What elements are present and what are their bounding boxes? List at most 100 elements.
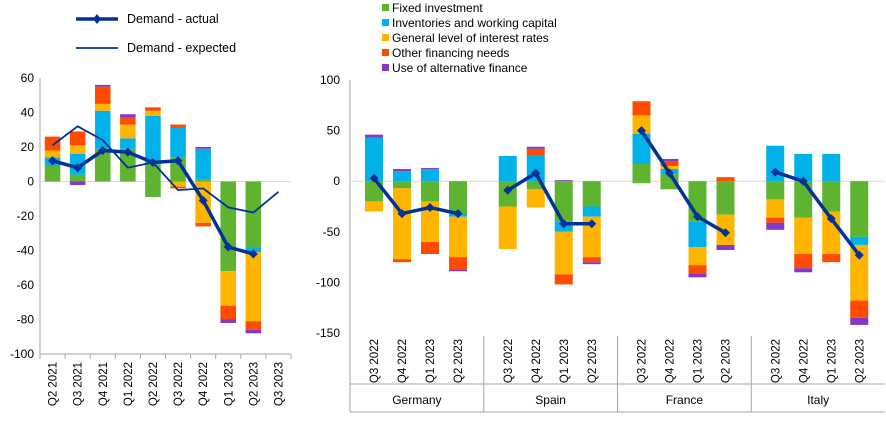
bar-segment xyxy=(688,221,707,247)
bar-segment xyxy=(632,163,651,182)
bar-segment xyxy=(195,179,211,182)
bar-segment xyxy=(766,222,785,230)
bar-segment xyxy=(94,103,111,111)
y-tick-label: -40 xyxy=(17,244,35,258)
bar-segment xyxy=(794,268,813,273)
bar-segment xyxy=(220,319,237,323)
bar-segment xyxy=(44,165,61,182)
y-tick-label: 60 xyxy=(21,71,35,85)
bar-segment xyxy=(365,134,383,138)
marker-demand-actual xyxy=(198,195,208,205)
x-tick-label: Q3 2022 xyxy=(369,339,381,383)
bar-segment xyxy=(145,110,161,116)
bar-segment xyxy=(120,114,136,118)
bar-segment xyxy=(44,136,61,151)
bar-segment xyxy=(170,124,186,129)
bar-segment xyxy=(120,117,136,125)
bar-segment xyxy=(393,259,411,263)
y-tick-label: -150 xyxy=(316,326,340,340)
bar-segment xyxy=(822,153,841,182)
x-tick-label: Q2 2023 xyxy=(587,339,599,383)
bar-segment xyxy=(245,252,262,322)
bar-segment xyxy=(660,181,679,190)
marker-demand-actual xyxy=(665,168,674,178)
bar-segment xyxy=(554,180,573,182)
bar-segment xyxy=(554,274,573,285)
y-tick-label: 0 xyxy=(27,175,34,189)
bar-segment xyxy=(170,157,186,182)
x-tick-label: Q3 2022 xyxy=(173,362,185,406)
right-legend: Fixed investment Inventories and working… xyxy=(382,1,557,75)
y-tick-label: 20 xyxy=(21,140,35,154)
bar-segment xyxy=(245,321,262,330)
bar-segment xyxy=(632,115,651,134)
bar-segment xyxy=(554,181,573,222)
y-tick-label: 40 xyxy=(21,106,35,120)
bar-segment xyxy=(449,216,467,258)
bar-segment xyxy=(716,177,735,182)
marker-demand-actual xyxy=(854,250,864,260)
marker-demand-actual xyxy=(559,219,569,229)
marker-demand-actual xyxy=(397,209,407,219)
line-demand-actual xyxy=(506,170,592,226)
bar-segment xyxy=(421,201,439,242)
bar-segment xyxy=(393,181,411,189)
y-tick-label: 100 xyxy=(320,73,340,87)
bar-segment xyxy=(145,181,161,198)
bar-segment xyxy=(170,128,186,158)
x-tick-label: Q2 2023 xyxy=(453,339,465,383)
bar-segment xyxy=(660,158,679,161)
legend-label-inventories: Inventories and working capital xyxy=(392,16,557,30)
bar-segment xyxy=(632,181,651,184)
legend-swatch-alternative-finance xyxy=(382,64,389,71)
x-tick-label: Q4 2022 xyxy=(198,362,210,406)
bar-segment xyxy=(220,271,237,306)
x-tick-label: Q3 2022 xyxy=(770,339,782,383)
bar-segment xyxy=(220,181,237,272)
bar-segment xyxy=(660,160,679,167)
bar-segment xyxy=(393,171,411,182)
bar-segment xyxy=(850,236,869,245)
legend-label-actual: Demand - actual xyxy=(127,12,219,26)
marker-demand-actual xyxy=(148,158,158,168)
group-label: France xyxy=(666,393,704,407)
bar-segment xyxy=(393,169,411,172)
legend-swatch-inventories xyxy=(382,19,389,26)
bar-segment xyxy=(660,174,679,182)
marker-demand-actual xyxy=(369,173,379,183)
bar-segment xyxy=(421,241,439,255)
bar-segment xyxy=(766,199,785,218)
bar-segment xyxy=(44,150,61,158)
marker-demand-actual xyxy=(503,185,513,195)
left-legend: Demand - actual Demand - expected xyxy=(76,12,236,55)
bar-segment xyxy=(794,181,813,218)
bar-segment xyxy=(421,168,439,170)
marker-demand-actual xyxy=(721,228,730,238)
bar-segment xyxy=(421,181,439,202)
bar-segment xyxy=(393,188,411,260)
bar-segment xyxy=(449,181,467,214)
bar-segment xyxy=(449,269,467,272)
bar-segment xyxy=(688,265,707,274)
y-tick-label: 0 xyxy=(333,174,340,188)
x-tick-label: Q4 2022 xyxy=(665,339,677,383)
x-tick-label: Q1 2023 xyxy=(559,339,571,383)
bar-segment xyxy=(94,86,111,104)
x-tick-label: Q3 2021 xyxy=(73,362,85,406)
bar-segment xyxy=(365,201,383,212)
x-tick-label: Q2 2022 xyxy=(148,362,160,406)
x-tick-label: Q1 2023 xyxy=(693,339,705,383)
x-tick-label: Q4 2021 xyxy=(98,362,110,406)
bar-segment xyxy=(660,166,679,170)
bar-segment xyxy=(120,148,136,182)
y-tick-label: 50 xyxy=(327,124,341,138)
marker-demand-actual xyxy=(223,242,233,252)
bar-segment xyxy=(365,137,383,182)
bar-segment xyxy=(69,145,86,154)
bar-segment xyxy=(145,107,161,111)
bar-segment xyxy=(421,169,439,182)
bar-segment xyxy=(120,124,136,139)
bar-segment xyxy=(688,246,707,266)
marker-demand-actual xyxy=(798,176,808,186)
bar-segment xyxy=(766,217,785,223)
